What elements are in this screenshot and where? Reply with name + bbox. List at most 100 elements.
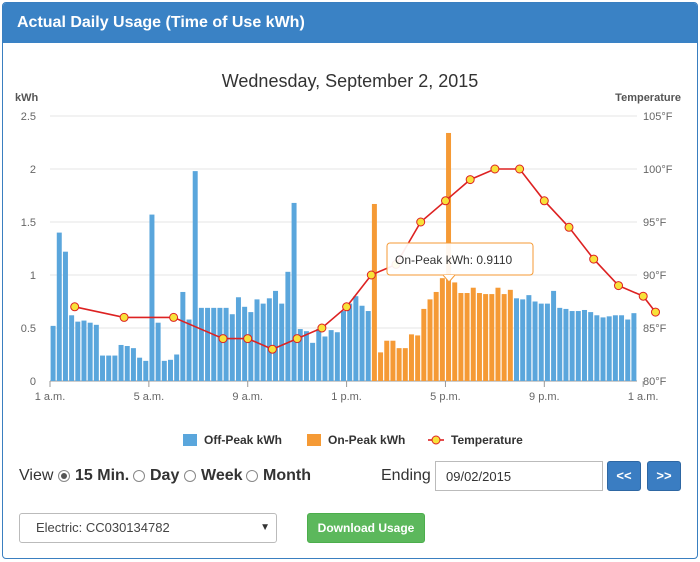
offpeak-bar[interactable] <box>316 329 322 381</box>
onpeak-bar[interactable] <box>421 308 427 381</box>
legend-label[interactable]: On-Peak kWh <box>328 433 405 447</box>
temperature-point[interactable] <box>515 164 525 174</box>
onpeak-bar[interactable] <box>439 278 445 381</box>
offpeak-bar[interactable] <box>526 295 532 381</box>
next-button[interactable]: >> <box>647 461 681 491</box>
onpeak-bar[interactable] <box>371 203 377 381</box>
radio-dot[interactable] <box>184 470 196 482</box>
radio-dot[interactable] <box>246 470 258 482</box>
onpeak-bar[interactable] <box>378 352 384 381</box>
temperature-point[interactable] <box>70 302 80 312</box>
radio-week[interactable]: Week <box>184 467 243 485</box>
offpeak-bar[interactable] <box>198 307 204 381</box>
offpeak-bar[interactable] <box>50 325 56 381</box>
onpeak-bar[interactable] <box>433 291 439 381</box>
offpeak-bar[interactable] <box>211 307 217 381</box>
offpeak-bar[interactable] <box>631 313 637 381</box>
offpeak-bar[interactable] <box>137 357 143 381</box>
offpeak-bar[interactable] <box>303 331 309 381</box>
offpeak-bar[interactable] <box>149 214 155 381</box>
offpeak-bar[interactable] <box>544 303 550 381</box>
offpeak-bar[interactable] <box>254 299 260 381</box>
offpeak-bar[interactable] <box>551 290 557 381</box>
offpeak-bar[interactable] <box>174 354 180 382</box>
temperature-point[interactable] <box>119 312 129 322</box>
offpeak-bar[interactable] <box>260 303 266 381</box>
offpeak-bar[interactable] <box>69 315 75 381</box>
offpeak-bar[interactable] <box>600 317 606 381</box>
onpeak-bar[interactable] <box>495 287 501 381</box>
temperature-point[interactable] <box>614 281 623 291</box>
offpeak-bar[interactable] <box>353 296 359 381</box>
radio-day[interactable]: Day <box>133 467 179 485</box>
temperature-point[interactable] <box>651 307 660 317</box>
offpeak-bar[interactable] <box>100 355 106 381</box>
ending-date-input[interactable] <box>435 461 603 491</box>
offpeak-bar[interactable] <box>118 344 124 381</box>
offpeak-bar[interactable] <box>341 311 346 381</box>
offpeak-bar[interactable] <box>563 308 569 381</box>
onpeak-bar[interactable] <box>458 293 464 381</box>
offpeak-bar[interactable] <box>205 307 211 381</box>
onpeak-bar[interactable] <box>415 335 421 381</box>
radio-dot[interactable] <box>133 470 145 482</box>
offpeak-bar[interactable] <box>538 303 544 381</box>
offpeak-bar[interactable] <box>168 359 173 381</box>
offpeak-bar[interactable] <box>106 355 112 381</box>
account-select[interactable]: Electric: CC030134782 ▼ <box>19 513 277 543</box>
offpeak-bar[interactable] <box>557 307 563 381</box>
offpeak-bar[interactable] <box>81 320 87 381</box>
temperature-point[interactable] <box>441 196 450 206</box>
temperature-point[interactable] <box>243 334 253 344</box>
offpeak-bar[interactable] <box>279 303 285 381</box>
offpeak-bar[interactable] <box>143 360 149 381</box>
temperature-point[interactable] <box>169 312 179 322</box>
offpeak-bar[interactable] <box>612 315 618 381</box>
onpeak-bar[interactable] <box>452 282 458 381</box>
radio-15min[interactable]: 15 Min. <box>58 467 129 485</box>
offpeak-bar[interactable] <box>588 312 594 381</box>
offpeak-bar[interactable] <box>229 314 235 381</box>
offpeak-bar[interactable] <box>62 251 68 381</box>
radio-dot[interactable] <box>58 470 70 482</box>
onpeak-bar[interactable] <box>396 348 402 381</box>
offpeak-bar[interactable] <box>161 360 167 381</box>
offpeak-bar[interactable] <box>625 319 631 381</box>
onpeak-bar[interactable] <box>427 299 433 381</box>
offpeak-bar[interactable] <box>322 336 328 381</box>
offpeak-bar[interactable] <box>155 322 161 381</box>
offpeak-bar[interactable] <box>75 321 81 381</box>
offpeak-bar[interactable] <box>192 171 198 381</box>
offpeak-bar[interactable] <box>532 301 538 382</box>
onpeak-bar[interactable] <box>483 294 489 381</box>
offpeak-bar[interactable] <box>87 322 93 381</box>
offpeak-bar[interactable] <box>520 299 526 381</box>
offpeak-bar[interactable] <box>180 291 186 381</box>
offpeak-bar[interactable] <box>365 311 371 381</box>
temperature-point[interactable] <box>342 302 352 312</box>
legend-label[interactable]: Off-Peak kWh <box>204 433 282 447</box>
offpeak-bar[interactable] <box>266 298 272 381</box>
offpeak-bar[interactable] <box>334 332 340 381</box>
temperature-point[interactable] <box>564 222 574 232</box>
offpeak-bar[interactable] <box>242 306 248 381</box>
offpeak-bar[interactable] <box>285 271 291 381</box>
temperature-point[interactable] <box>465 175 475 185</box>
onpeak-bar[interactable] <box>464 293 470 381</box>
offpeak-bar[interactable] <box>514 298 519 381</box>
offpeak-bar[interactable] <box>130 348 136 381</box>
temperature-point[interactable] <box>490 164 500 174</box>
onpeak-bar[interactable] <box>476 293 482 381</box>
offpeak-bar[interactable] <box>217 307 223 381</box>
offpeak-bar[interactable] <box>347 303 353 381</box>
temperature-point[interactable] <box>638 291 648 301</box>
offpeak-bar[interactable] <box>297 329 303 381</box>
offpeak-bar[interactable] <box>248 312 254 381</box>
offpeak-bar[interactable] <box>273 290 279 381</box>
prev-button[interactable]: << <box>607 461 641 491</box>
offpeak-bar[interactable] <box>93 324 99 381</box>
radio-month[interactable]: Month <box>246 467 311 485</box>
offpeak-bar[interactable] <box>310 342 316 381</box>
temperature-point[interactable] <box>267 344 277 354</box>
offpeak-bar[interactable] <box>112 355 118 381</box>
